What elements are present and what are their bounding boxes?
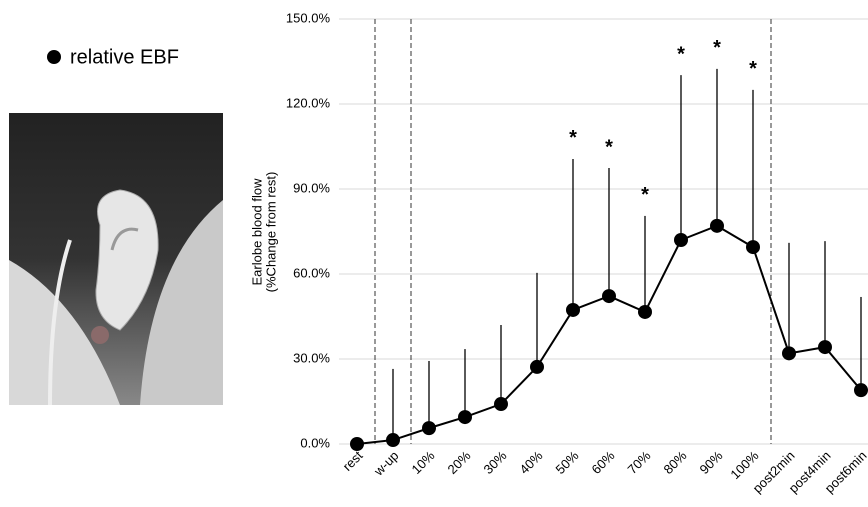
data-point [746,240,760,254]
x-tick-label: 10% [409,448,438,477]
significance-mark: * [713,37,721,59]
data-point [818,340,832,354]
x-tick-label: 80% [661,448,690,477]
y-axis-label: Earlobe blood flow [249,178,264,286]
significance-mark: * [569,127,577,149]
figure: relative EBF Earlobe blood flow (%Change… [0,0,868,507]
x-tick-label: 50% [553,448,582,477]
significance-mark: * [677,43,685,65]
x-tick-label: 40% [517,448,546,477]
data-point [566,303,580,317]
x-tick-label: 70% [625,448,654,477]
x-tick-label: 20% [445,448,474,477]
x-tick-label: 30% [481,448,510,477]
data-point [638,305,652,319]
data-point [422,421,436,435]
data-point [494,397,508,411]
x-tick-label: 90% [697,448,726,477]
x-tick-label: 60% [589,448,618,477]
significance-mark: * [641,184,649,206]
y-tick-label: 0.0% [300,435,330,450]
y-tick-label: 150.0% [286,10,331,25]
y-tick-label: 60.0% [293,265,330,280]
ear-photo [9,113,223,405]
data-point [782,346,796,360]
data-point [602,289,616,303]
data-point [530,360,544,374]
data-point [854,383,868,397]
y-tick-label: 90.0% [293,180,330,195]
legend-marker [47,50,61,64]
data-point [674,233,688,247]
legend-label: relative EBF [70,46,179,68]
data-point [458,410,472,424]
significance-mark: * [749,58,757,80]
x-tick-label: rest [340,448,366,474]
significance-mark: * [605,136,613,158]
y-tick-label: 120.0% [286,95,331,110]
x-tick-label: w-up [370,448,401,479]
data-point [350,437,364,451]
data-point [386,433,400,447]
y-tick-label: 30.0% [293,350,330,365]
y-axis-label: (%Change from rest) [263,172,278,293]
data-point [710,219,724,233]
